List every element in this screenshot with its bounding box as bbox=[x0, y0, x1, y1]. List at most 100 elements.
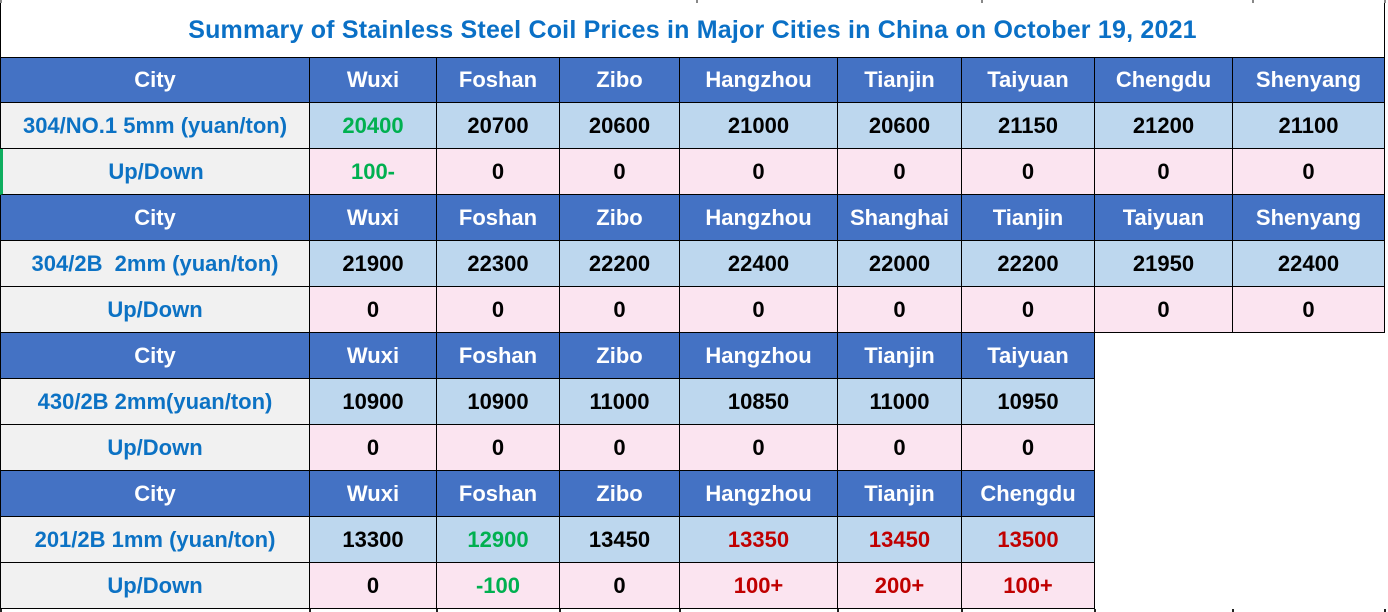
updown-cell: 0 bbox=[310, 287, 437, 333]
gridline-tick bbox=[0, 609, 2, 612]
updown-cell: 0 bbox=[962, 425, 1095, 471]
updown-label: Up/Down bbox=[0, 425, 310, 471]
updown-label: Up/Down bbox=[0, 149, 310, 195]
price-cell: 21900 bbox=[310, 241, 437, 287]
price-cell: 20400 bbox=[310, 103, 437, 149]
header-cell-city: City bbox=[0, 195, 310, 241]
price-cell: 21950 bbox=[1095, 241, 1233, 287]
price-cell: 13500 bbox=[962, 517, 1095, 563]
price-cell: 20600 bbox=[838, 103, 962, 149]
updown-cell: 0 bbox=[680, 149, 838, 195]
price-cell: 10900 bbox=[437, 379, 560, 425]
header-cell: Zibo bbox=[560, 471, 680, 517]
updown-cell: 0 bbox=[437, 287, 560, 333]
header-cell-city: City bbox=[0, 471, 310, 517]
table-3-header-row: City Wuxi Foshan Zibo Hangzhou Tianjin T… bbox=[0, 333, 1095, 379]
header-cell: Shenyang bbox=[1233, 57, 1385, 103]
gridline-tick bbox=[1384, 0, 1386, 3]
bottom-gridline-ticks bbox=[0, 609, 1388, 612]
updown-cell: 0 bbox=[1095, 149, 1233, 195]
header-cell: Chengdu bbox=[1095, 57, 1233, 103]
gridline-tick bbox=[696, 0, 698, 3]
updown-cell: 0 bbox=[1233, 287, 1385, 333]
table-3-price-row: 430/2B 2mm(yuan/ton) 10900 10900 11000 1… bbox=[0, 379, 1095, 425]
gridline-tick bbox=[981, 0, 983, 3]
price-cell: 22300 bbox=[437, 241, 560, 287]
header-cell: Zibo bbox=[560, 57, 680, 103]
product-label: 201/2B 1mm (yuan/ton) bbox=[0, 517, 310, 563]
price-cell: 21150 bbox=[962, 103, 1095, 149]
price-cell: 12900 bbox=[437, 517, 560, 563]
gridline-tick bbox=[559, 609, 561, 612]
price-cell: 21200 bbox=[1095, 103, 1233, 149]
product-label: 304/NO.1 5mm (yuan/ton) bbox=[0, 103, 310, 149]
top-gridline-ticks bbox=[0, 0, 1388, 3]
header-cell: Hangzhou bbox=[680, 333, 838, 379]
updown-cell: 100+ bbox=[680, 563, 838, 609]
price-cell: 22200 bbox=[560, 241, 680, 287]
table-3-updown-row: Up/Down 0 0 0 0 0 0 bbox=[0, 425, 1095, 471]
updown-cell: 200+ bbox=[838, 563, 962, 609]
gridline-tick bbox=[679, 609, 681, 612]
price-cell: 13300 bbox=[310, 517, 437, 563]
table-2-updown-row: Up/Down 0 0 0 0 0 0 0 0 bbox=[0, 287, 1385, 333]
gridline-tick bbox=[1094, 609, 1096, 612]
updown-cell: 0 bbox=[838, 149, 962, 195]
title-bar: Summary of Stainless Steel Coil Prices i… bbox=[0, 3, 1385, 57]
price-cell: 21100 bbox=[1233, 103, 1385, 149]
header-cell: Hangzhou bbox=[680, 195, 838, 241]
table-2-header-row: City Wuxi Foshan Zibo Hangzhou Shanghai … bbox=[0, 195, 1385, 241]
price-cell: 22200 bbox=[962, 241, 1095, 287]
table-4-header-row: City Wuxi Foshan Zibo Hangzhou Tianjin C… bbox=[0, 471, 1095, 517]
header-cell: Taiyuan bbox=[962, 57, 1095, 103]
table-1-header-row: City Wuxi Foshan Zibo Hangzhou Tianjin T… bbox=[0, 57, 1385, 103]
gridline-tick bbox=[961, 609, 963, 612]
table-4-updown-row: Up/Down 0 -100 0 100+ 200+ 100+ bbox=[0, 563, 1095, 609]
gridline-tick bbox=[1232, 609, 1234, 612]
header-cell: Wuxi bbox=[310, 471, 437, 517]
header-cell: Taiyuan bbox=[1095, 195, 1233, 241]
price-cell: 20600 bbox=[560, 103, 680, 149]
header-cell: Shenyang bbox=[1233, 195, 1385, 241]
price-cell: 22400 bbox=[680, 241, 838, 287]
price-cell: 10950 bbox=[962, 379, 1095, 425]
price-cell: 11000 bbox=[560, 379, 680, 425]
gridline-tick bbox=[837, 609, 839, 612]
product-label: 430/2B 2mm(yuan/ton) bbox=[0, 379, 310, 425]
header-cell: Foshan bbox=[437, 471, 560, 517]
header-cell: Foshan bbox=[437, 57, 560, 103]
gridline-tick bbox=[1252, 0, 1254, 3]
price-cell: 10850 bbox=[680, 379, 838, 425]
updown-label: Up/Down bbox=[0, 287, 310, 333]
updown-cell: 0 bbox=[310, 425, 437, 471]
header-cell: Hangzhou bbox=[680, 471, 838, 517]
price-cell: 21000 bbox=[680, 103, 838, 149]
updown-cell: 0 bbox=[680, 287, 838, 333]
updown-cell: -100 bbox=[437, 563, 560, 609]
price-cell: 22000 bbox=[838, 241, 962, 287]
header-cell: Zibo bbox=[560, 195, 680, 241]
price-cell: 10900 bbox=[310, 379, 437, 425]
gridline-tick bbox=[0, 0, 2, 3]
header-cell: Shanghai bbox=[838, 195, 962, 241]
updown-cell: 100+ bbox=[962, 563, 1095, 609]
header-cell: Foshan bbox=[437, 195, 560, 241]
updown-cell: 0 bbox=[838, 287, 962, 333]
updown-cell: 0 bbox=[437, 425, 560, 471]
price-cell: 13450 bbox=[838, 517, 962, 563]
updown-cell: 0 bbox=[680, 425, 838, 471]
header-cell-city: City bbox=[0, 333, 310, 379]
updown-cell: 0 bbox=[560, 563, 680, 609]
price-cell: 13350 bbox=[680, 517, 838, 563]
gridline-tick bbox=[1384, 609, 1386, 612]
header-cell: Wuxi bbox=[310, 195, 437, 241]
header-cell: Tianjin bbox=[838, 333, 962, 379]
header-cell: Chengdu bbox=[962, 471, 1095, 517]
gridline-tick bbox=[436, 609, 438, 612]
table-2-price-row: 304/2B 2mm (yuan/ton) 21900 22300 22200 … bbox=[0, 241, 1385, 287]
updown-cell: 100- bbox=[310, 149, 437, 195]
updown-cell: 0 bbox=[1233, 149, 1385, 195]
updown-label: Up/Down bbox=[0, 563, 310, 609]
header-cell: Taiyuan bbox=[962, 333, 1095, 379]
